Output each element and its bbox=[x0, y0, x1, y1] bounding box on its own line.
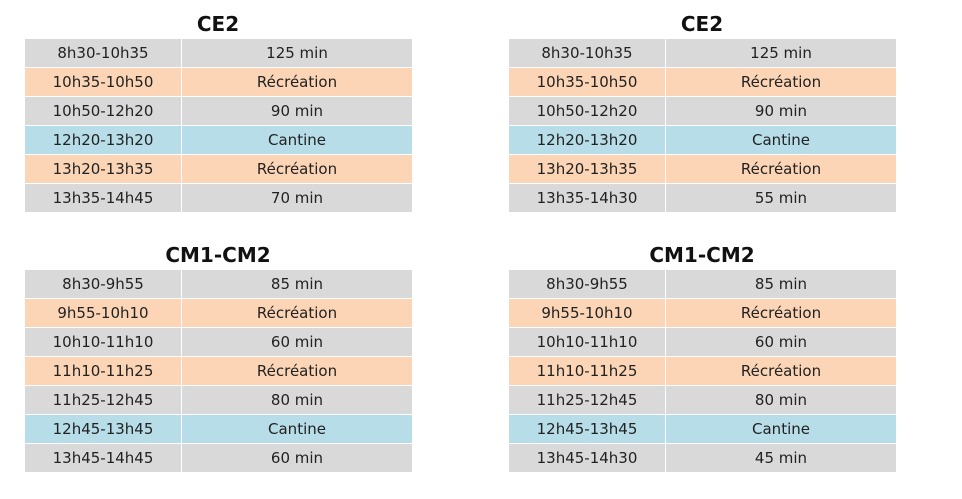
table-row: 12h45-13h45 Cantine bbox=[509, 414, 896, 444]
block-title: CM1-CM2 bbox=[165, 243, 271, 267]
table-row: 10h35-10h50 Récréation bbox=[509, 67, 896, 97]
activity-cell: Récréation bbox=[181, 356, 412, 386]
time-slot-cell: 11h25-12h45 bbox=[25, 385, 182, 415]
table-row: 8h30-10h35 125 min bbox=[25, 39, 412, 68]
time-slot-cell: 8h30-10h35 bbox=[25, 39, 182, 68]
time-slot-cell: 8h30-9h55 bbox=[509, 270, 666, 299]
activity-cell: 85 min bbox=[181, 270, 412, 299]
activity-cell: 125 min bbox=[665, 39, 896, 68]
table-row: 10h10-11h10 60 min bbox=[509, 327, 896, 357]
table-row: 13h35-14h45 70 min bbox=[25, 183, 412, 213]
table-row: 10h50-12h20 90 min bbox=[25, 96, 412, 126]
activity-cell: 90 min bbox=[181, 96, 412, 126]
table-row: 13h45-14h30 45 min bbox=[509, 443, 896, 473]
block-title: CM1-CM2 bbox=[649, 243, 755, 267]
activity-cell: Récréation bbox=[665, 298, 896, 328]
activity-cell: Récréation bbox=[665, 356, 896, 386]
activity-cell: 60 min bbox=[181, 443, 412, 473]
activity-cell: 85 min bbox=[665, 270, 896, 299]
activity-cell: Récréation bbox=[181, 154, 412, 184]
table-row: 13h45-14h45 60 min bbox=[25, 443, 412, 473]
activity-cell: Récréation bbox=[181, 298, 412, 328]
table-row: 10h35-10h50 Récréation bbox=[25, 67, 412, 97]
time-slot-cell: 11h25-12h45 bbox=[509, 385, 666, 415]
schedule-block-ce2-left: CE2 8h30-10h35 125 min 10h35-10h50 Récréati… bbox=[25, 9, 412, 213]
time-slot-cell: 9h55-10h10 bbox=[509, 298, 666, 328]
table-row: 9h55-10h10 Récréation bbox=[509, 298, 896, 328]
activity-cell: 55 min bbox=[665, 183, 896, 213]
table-row: 11h25-12h45 80 min bbox=[25, 385, 412, 415]
activity-cell: Cantine bbox=[181, 414, 412, 444]
activity-cell: 45 min bbox=[665, 443, 896, 473]
table-row: 10h10-11h10 60 min bbox=[25, 327, 412, 357]
table-row: 13h35-14h30 55 min bbox=[509, 183, 896, 213]
activity-cell: 80 min bbox=[181, 385, 412, 415]
schedule-block-cm-left: CM1-CM2 8h30-9h55 85 min 9h55-10h10 Récréat… bbox=[25, 240, 412, 473]
table-row: 12h20-13h20 Cantine bbox=[509, 125, 896, 155]
schedule-table: 8h30-9h55 85 min 9h55-10h10 Récréation 10h10… bbox=[509, 270, 896, 473]
schedule-block-cm-right: CM1-CM2 8h30-9h55 85 min 9h55-10h10 Récréat… bbox=[509, 240, 896, 473]
activity-cell: Récréation bbox=[665, 67, 896, 97]
time-slot-cell: 13h20-13h35 bbox=[25, 154, 182, 184]
time-slot-cell: 10h50-12h20 bbox=[509, 96, 666, 126]
schedule-table: 8h30-10h35 125 min 10h35-10h50 Récréation 10… bbox=[509, 39, 896, 213]
time-slot-cell: 11h10-11h25 bbox=[509, 356, 666, 386]
time-slot-cell: 10h50-12h20 bbox=[25, 96, 182, 126]
table-row: 13h20-13h35 Récréation bbox=[25, 154, 412, 184]
time-slot-cell: 13h35-14h45 bbox=[25, 183, 182, 213]
time-slot-cell: 8h30-10h35 bbox=[509, 39, 666, 68]
activity-cell: 70 min bbox=[181, 183, 412, 213]
time-slot-cell: 12h20-13h20 bbox=[509, 125, 666, 155]
time-slot-cell: 12h45-13h45 bbox=[25, 414, 182, 444]
block-title: CE2 bbox=[196, 12, 240, 36]
activity-cell: Cantine bbox=[181, 125, 412, 155]
time-slot-cell: 13h20-13h35 bbox=[509, 154, 666, 184]
time-slot-cell: 10h10-11h10 bbox=[25, 327, 182, 357]
time-slot-cell: 12h45-13h45 bbox=[509, 414, 666, 444]
activity-cell: 125 min bbox=[181, 39, 412, 68]
activity-cell: Récréation bbox=[665, 154, 896, 184]
table-row: 11h10-11h25 Récréation bbox=[25, 356, 412, 386]
block-title: CE2 bbox=[680, 12, 724, 36]
activity-cell: 80 min bbox=[665, 385, 896, 415]
schedule-block-ce2-right: CE2 8h30-10h35 125 min 10h35-10h50 Récréati… bbox=[509, 9, 896, 213]
time-slot-cell: 10h35-10h50 bbox=[509, 67, 666, 97]
time-slot-cell: 11h10-11h25 bbox=[25, 356, 182, 386]
time-slot-cell: 13h45-14h30 bbox=[509, 443, 666, 473]
schedule-table: 8h30-10h35 125 min 10h35-10h50 Récréation 10… bbox=[25, 39, 412, 213]
table-row: 8h30-9h55 85 min bbox=[25, 270, 412, 299]
activity-cell: Cantine bbox=[665, 125, 896, 155]
table-row: 12h20-13h20 Cantine bbox=[25, 125, 412, 155]
table-row: 13h20-13h35 Récréation bbox=[509, 154, 896, 184]
activity-cell: 60 min bbox=[181, 327, 412, 357]
time-slot-cell: 12h20-13h20 bbox=[25, 125, 182, 155]
table-row: 12h45-13h45 Cantine bbox=[25, 414, 412, 444]
schedule-table: 8h30-9h55 85 min 9h55-10h10 Récréation 10h10… bbox=[25, 270, 412, 473]
table-row: 10h50-12h20 90 min bbox=[509, 96, 896, 126]
time-slot-cell: 10h35-10h50 bbox=[25, 67, 182, 97]
activity-cell: Récréation bbox=[181, 67, 412, 97]
time-slot-cell: 13h35-14h30 bbox=[509, 183, 666, 213]
time-slot-cell: 13h45-14h45 bbox=[25, 443, 182, 473]
table-row: 11h25-12h45 80 min bbox=[509, 385, 896, 415]
table-row: 11h10-11h25 Récréation bbox=[509, 356, 896, 386]
activity-cell: Cantine bbox=[665, 414, 896, 444]
table-row: 9h55-10h10 Récréation bbox=[25, 298, 412, 328]
time-slot-cell: 8h30-9h55 bbox=[25, 270, 182, 299]
time-slot-cell: 9h55-10h10 bbox=[25, 298, 182, 328]
table-row: 8h30-10h35 125 min bbox=[509, 39, 896, 68]
table-row: 8h30-9h55 85 min bbox=[509, 270, 896, 299]
activity-cell: 60 min bbox=[665, 327, 896, 357]
activity-cell: 90 min bbox=[665, 96, 896, 126]
time-slot-cell: 10h10-11h10 bbox=[509, 327, 666, 357]
